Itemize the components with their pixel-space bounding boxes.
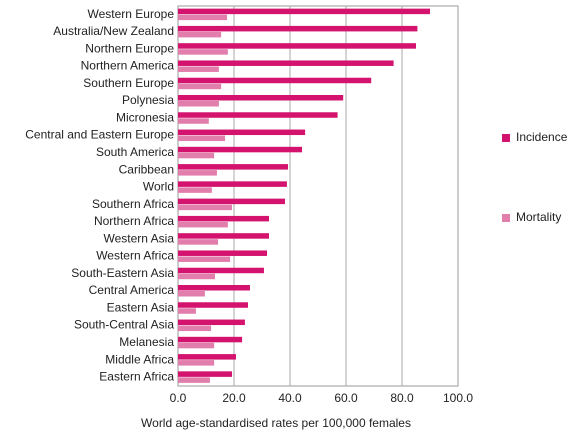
bar [178, 377, 210, 383]
x-tick-label: 20.0 [222, 391, 246, 405]
bar [178, 152, 215, 159]
y-tick-label: Southern Africa [92, 197, 174, 211]
bar [178, 308, 196, 314]
x-tick-label: 0.0 [170, 391, 187, 405]
bar [178, 164, 289, 170]
bar [178, 77, 372, 84]
x-tick-label: 60.0 [334, 391, 358, 405]
y-tick-label: Central America [89, 283, 175, 297]
y-tick-label: World [143, 180, 174, 194]
bar [178, 354, 236, 360]
y-tick-label: Micronesia [116, 110, 174, 124]
y-tick-label: South America [96, 145, 174, 159]
y-tick-label: Eastern Asia [107, 300, 175, 314]
legend-swatch [502, 134, 510, 142]
bar [178, 60, 394, 66]
y-tick-label: Polynesia [122, 93, 174, 107]
bar [178, 118, 209, 124]
bar [178, 342, 215, 349]
bar [178, 43, 416, 49]
y-tick-label: South-Eastern Asia [71, 266, 174, 280]
bar [178, 319, 245, 326]
bar [178, 325, 212, 332]
bar [178, 146, 303, 153]
bar [178, 291, 205, 297]
plot-border [177, 5, 459, 387]
bar [178, 14, 227, 21]
legend-label: Incidence [516, 130, 568, 144]
bar [178, 336, 243, 343]
y-tick-label: Southern Europe [83, 76, 174, 90]
y-tick-label: Central and Eastern Europe [25, 128, 174, 142]
bar [178, 360, 215, 366]
bar [178, 83, 222, 90]
bar [178, 187, 212, 193]
bar [178, 66, 219, 72]
bar [178, 31, 222, 38]
bar [178, 49, 228, 55]
bar [178, 101, 219, 107]
bar [178, 112, 338, 118]
bar [178, 250, 268, 256]
legend-label: Mortality [516, 210, 561, 224]
y-tick-label: Eastern Africa [99, 370, 174, 384]
bar [178, 221, 228, 228]
y-tick-label: Caribbean [119, 162, 174, 176]
bar [178, 239, 219, 245]
bar [178, 285, 250, 291]
bar [178, 267, 264, 274]
bar [178, 95, 344, 101]
y-tick-label: Northern Europe [85, 41, 174, 55]
bar [178, 371, 233, 377]
y-tick-label: Middle Africa [105, 352, 174, 366]
y-tick-label: Northern America [81, 59, 175, 73]
y-tick-label: South-Central Asia [74, 318, 174, 332]
y-tick-label: Melanesia [119, 335, 174, 349]
bar [178, 302, 248, 308]
bar [178, 204, 233, 211]
x-tick-label: 80.0 [390, 391, 414, 405]
bar [178, 273, 215, 280]
bar [178, 170, 217, 176]
bar [178, 129, 306, 136]
bar [178, 8, 430, 15]
y-tick-label: Western Africa [96, 249, 174, 263]
legend-swatch [502, 214, 510, 222]
y-tick-label: Western Asia [104, 231, 175, 245]
bar [178, 181, 287, 187]
bar [178, 135, 226, 142]
x-tick-label: 100.0 [443, 391, 473, 405]
bar [178, 215, 269, 222]
x-axis-title: World age-standardised rates per 100,000… [141, 416, 411, 430]
x-tick-label: 40.0 [278, 391, 302, 405]
y-tick-label: Northern Africa [94, 214, 174, 228]
bar [178, 25, 418, 32]
bar [178, 256, 231, 262]
y-tick-label: Australia/New Zealand [53, 24, 174, 38]
y-tick-label: Western Europe [88, 7, 175, 21]
bar [178, 233, 269, 239]
bar [178, 198, 285, 205]
